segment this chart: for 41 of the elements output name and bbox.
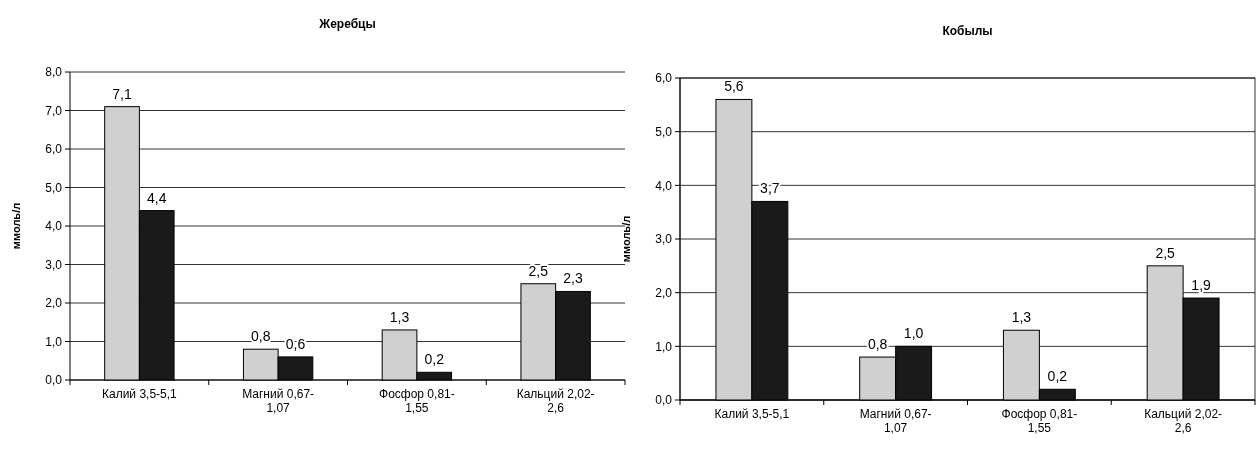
y-tick-label: 1,0	[45, 334, 63, 349]
y-tick-label: 3,0	[655, 232, 673, 247]
y-tick-label: 1,0	[655, 339, 673, 354]
data-label: 2,3	[563, 270, 583, 287]
y-tick-label: 5,0	[655, 124, 673, 139]
y-tick-label: 2,0	[45, 296, 63, 311]
x-tick-label: Магний 0,67-1,07	[242, 387, 315, 415]
data-label: 2,5	[528, 262, 549, 279]
x-tick-label: Кальций 2,02-2,6	[516, 387, 595, 415]
y-tick-label: 6,0	[655, 71, 673, 86]
y-tick-label: 7,0	[45, 103, 63, 118]
y-tick-label: 4,0	[655, 178, 673, 193]
y-tick-label: 8,0	[45, 65, 63, 80]
y-tick-label: 0,0	[655, 393, 673, 408]
y-tick-label: 0,0	[45, 373, 63, 388]
y-tick-label: 2,0	[655, 285, 673, 300]
data-label: 7,1	[112, 85, 132, 102]
x-tick-label: Кальций 2,02-2,6	[1144, 407, 1223, 435]
data-label: 0,2	[1047, 368, 1068, 385]
y-tick-label: 6,0	[45, 142, 63, 157]
data-label: 1,3	[1011, 309, 1032, 326]
y-tick-label: 4,0	[45, 219, 63, 234]
data-label: 1,3	[389, 308, 410, 325]
data-label: 0,2	[424, 351, 445, 368]
y-axis-title: ммоль/л	[10, 202, 22, 250]
x-tick-label: Магний 0,67-1,07	[859, 407, 932, 435]
x-tick-label: Фосфор 0,81-1,55	[1001, 407, 1078, 435]
data-label: 1,0	[903, 325, 924, 342]
chart-title: Кобылы	[942, 24, 993, 38]
x-tick-label: Калий 3,5-5,1	[714, 407, 790, 421]
y-axis-title: ммоль/л	[620, 215, 632, 263]
x-tick-label: Фосфор 0,81-1,55	[379, 387, 455, 415]
data-label: 4,4	[146, 189, 167, 206]
chart-title: Жеребцы	[318, 17, 376, 31]
data-label: 1,9	[1191, 277, 1212, 294]
x-tick-label: Калий 3,5-5,1	[101, 387, 178, 401]
y-tick-label: 3,0	[45, 257, 63, 272]
data-label: 2,5	[1155, 244, 1176, 261]
y-tick-label: 5,0	[45, 180, 63, 195]
data-label: 5,6	[724, 78, 744, 95]
data-label: 0,8	[251, 328, 271, 345]
